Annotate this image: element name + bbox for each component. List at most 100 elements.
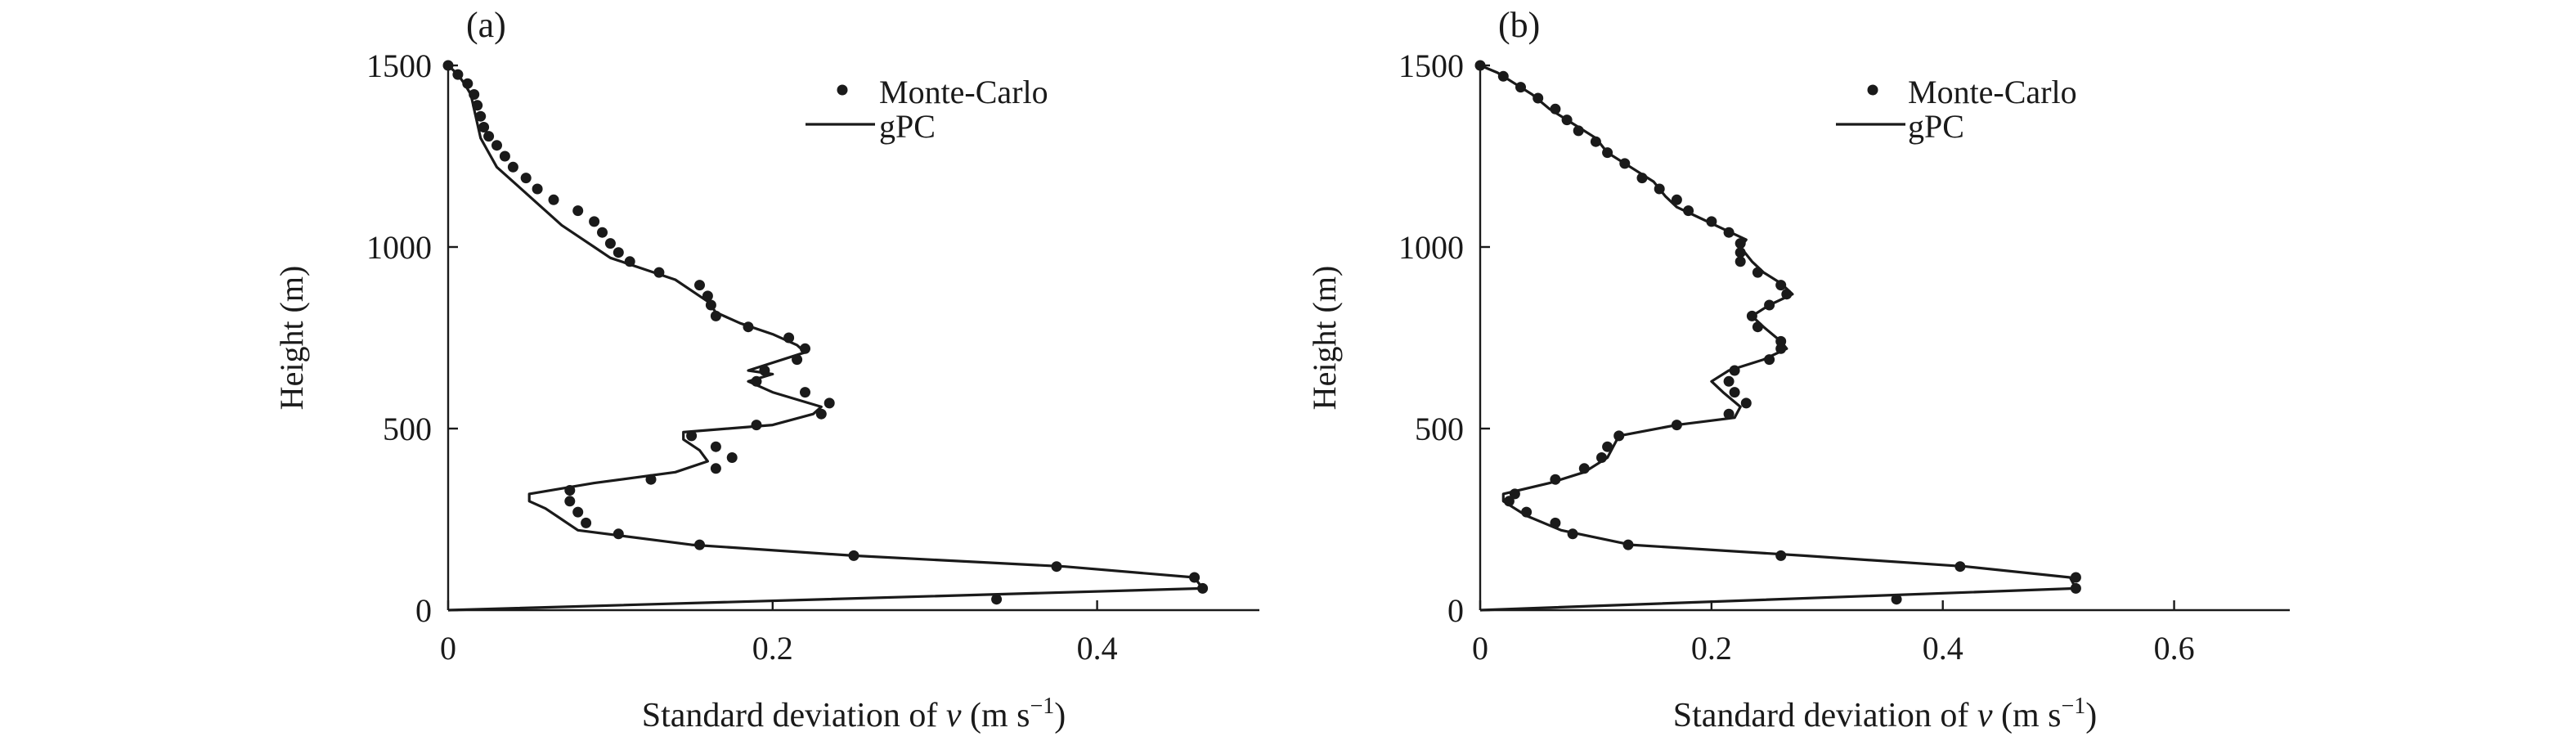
monte-carlo-point-b-16 [1671, 420, 1682, 431]
panel-label-b: (b) [1498, 5, 1540, 45]
monte-carlo-point-a-41 [499, 150, 510, 162]
monte-carlo-point-a-44 [478, 122, 490, 132]
monte-carlo-point-a-33 [604, 238, 616, 249]
chart-panel-a: (a) 0 0.2 0.4 0 500 1000 1500 Height (m) Stand… [273, 5, 1259, 734]
legend-marker-monte-carlo-b [1867, 84, 1878, 96]
x-tick-label-b-1: 0.2 [1691, 630, 1732, 667]
monte-carlo-point-b-47 [1515, 82, 1526, 93]
monte-carlo-point-b-17 [1723, 408, 1735, 420]
monte-carlo-point-b-7 [1550, 517, 1561, 528]
monte-carlo-point-b-19 [1729, 387, 1740, 398]
monte-carlo-point-b-27 [1764, 299, 1775, 311]
monte-carlo-point-b-39 [1636, 173, 1648, 184]
gpc-series-a [447, 64, 1205, 612]
monte-carlo-point-a-21 [759, 365, 770, 376]
y-axis-label-a: Height (m) [273, 266, 310, 411]
monte-carlo-point-a-24 [783, 332, 795, 344]
monte-carlo-point-b-38 [1654, 183, 1665, 195]
monte-carlo-point-b-26 [1746, 310, 1757, 321]
monte-carlo-point-a-22 [792, 354, 803, 366]
monte-carlo-point-b-31 [1735, 256, 1746, 267]
x-axis-label-var-b: v [1977, 697, 1993, 734]
monte-carlo-point-a-46 [472, 100, 483, 111]
monte-carlo-point-b-12 [1578, 463, 1590, 474]
monte-carlo-point-b-32 [1735, 247, 1746, 258]
y-tick-label-a-0: 0 [415, 592, 432, 629]
gpc-line-a [447, 64, 1205, 612]
monte-carlo-point-a-43 [483, 131, 495, 142]
monte-carlo-point-b-30 [1752, 267, 1763, 278]
legend-b: Monte-Carlo gPC [1836, 74, 2077, 145]
monte-carlo-point-b-9 [1503, 496, 1515, 507]
monte-carlo-point-a-49 [452, 69, 464, 80]
monte-carlo-point-a-9 [564, 496, 576, 507]
x-tick-label-b-0: 0 [1472, 630, 1488, 667]
x-axis-label-close-b: ) [2085, 697, 2097, 734]
legend-label-gpc-a: gPC [879, 108, 936, 145]
monte-carlo-series-b [1474, 60, 2081, 605]
monte-carlo-point-a-26 [710, 310, 721, 321]
monte-carlo-point-b-41 [1602, 147, 1613, 159]
x-axis-label-a: Standard deviation of v (m s−1) [642, 694, 1066, 734]
y-axis-label-b: Height (m) [1306, 266, 1343, 411]
monte-carlo-point-a-18 [824, 397, 835, 409]
monte-carlo-point-b-4 [1775, 550, 1787, 561]
legend-a: Monte-Carlo gPC [806, 74, 1048, 145]
monte-carlo-point-b-3 [1954, 561, 1966, 573]
x-axis-label-var-a: v [946, 697, 962, 734]
monte-carlo-point-b-33 [1735, 238, 1746, 249]
monte-carlo-point-a-17 [815, 408, 827, 420]
monte-carlo-point-b-13 [1596, 452, 1607, 463]
monte-carlo-point-b-14 [1602, 441, 1613, 452]
monte-carlo-point-a-29 [694, 280, 705, 291]
monte-carlo-point-b-46 [1533, 92, 1544, 104]
monte-carlo-point-b-25 [1752, 321, 1763, 333]
monte-carlo-point-a-12 [710, 463, 721, 474]
monte-carlo-point-b-8 [1521, 506, 1533, 518]
monte-carlo-point-b-11 [1550, 474, 1561, 485]
monte-carlo-point-a-6 [613, 528, 624, 540]
monte-carlo-point-b-10 [1509, 488, 1520, 500]
monte-carlo-point-a-48 [462, 78, 473, 89]
monte-carlo-point-a-8 [572, 506, 584, 518]
y-tick-label-b-0: 0 [1447, 592, 1464, 629]
monte-carlo-point-b-18 [1740, 397, 1752, 409]
monte-carlo-point-a-23 [800, 343, 810, 354]
monte-carlo-point-a-27 [705, 299, 716, 311]
monte-carlo-point-b-22 [1764, 354, 1775, 366]
monte-carlo-point-a-31 [624, 256, 635, 267]
monte-carlo-point-b-0 [1891, 594, 1902, 605]
monte-carlo-point-a-16 [751, 420, 762, 431]
monte-carlo-point-b-5 [1622, 539, 1634, 550]
x-axis-label-unit-a: (m s [961, 697, 1030, 734]
gpc-line-b [1479, 64, 2077, 612]
monte-carlo-point-a-37 [548, 194, 559, 205]
monte-carlo-point-b-44 [1561, 115, 1573, 126]
x-axis-label-prefix-b: Standard deviation of [1673, 697, 1977, 734]
monte-carlo-point-a-5 [694, 539, 705, 550]
monte-carlo-point-b-1 [2070, 582, 2081, 594]
monte-carlo-point-b-37 [1671, 194, 1682, 205]
monte-carlo-point-a-36 [572, 205, 584, 217]
panel-label-a: (a) [466, 5, 506, 45]
monte-carlo-point-a-40 [507, 161, 518, 173]
monte-carlo-point-b-23 [1775, 343, 1787, 354]
monte-carlo-point-b-24 [1775, 335, 1787, 347]
gpc-series-b [1479, 64, 2077, 612]
monte-carlo-point-b-45 [1550, 103, 1561, 115]
monte-carlo-point-a-47 [469, 89, 480, 100]
x-axis-label-b: Standard deviation of v (m s−1) [1673, 694, 2098, 734]
y-tick-label-a-1: 500 [383, 411, 432, 447]
monte-carlo-point-a-14 [710, 441, 721, 452]
monte-carlo-point-b-21 [1729, 365, 1740, 376]
monte-carlo-point-b-48 [1497, 70, 1509, 82]
axis-ticks-b: 0 0.2 0.4 0.6 0 500 1000 1500 [1398, 47, 2195, 667]
monte-carlo-point-b-43 [1573, 125, 1584, 137]
monte-carlo-point-a-50 [442, 60, 454, 71]
monte-carlo-point-b-20 [1723, 375, 1735, 387]
monte-carlo-point-b-36 [1683, 205, 1694, 217]
monte-carlo-point-b-34 [1723, 227, 1735, 238]
monte-carlo-point-a-30 [653, 267, 665, 278]
x-axis-label-unit-b: (m s [1992, 697, 2061, 734]
monte-carlo-point-b-6 [1567, 528, 1578, 540]
